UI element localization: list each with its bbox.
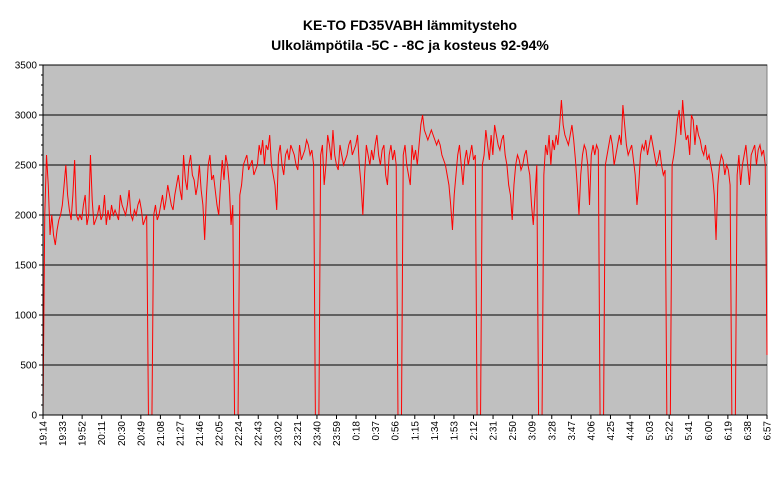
y-tick-label: 3000 (15, 111, 38, 122)
x-tick-label: 21:08 (156, 421, 167, 446)
y-tick-label: 1000 (15, 311, 38, 322)
gridlines (43, 64, 767, 366)
x-tick-label: 2:12 (469, 421, 480, 441)
y-tick-label: 500 (20, 361, 37, 372)
chart-subtitle: Ulkolämpötila -5C - -8C ja kosteus 92-94… (271, 37, 549, 53)
y-tick-label: 3500 (15, 61, 38, 72)
axes (42, 65, 767, 416)
x-tick-label: 21:27 (175, 421, 186, 446)
x-tick-label: 0:56 (391, 421, 402, 441)
x-tick-label: 22:24 (234, 421, 245, 446)
x-tick-label: 6:00 (704, 421, 715, 441)
x-tick-label: 1:15 (410, 421, 421, 441)
x-tick-label: 19:14 (39, 421, 50, 446)
x-tick-label: 2:50 (508, 421, 519, 441)
plot-area (42, 64, 768, 416)
x-tick-label: 6:19 (723, 421, 734, 441)
x-tick-label: 20:49 (136, 421, 147, 446)
series-layer (42, 99, 768, 416)
chart-title: KE-TO FD35VABH lämmitysteho (303, 17, 517, 33)
y-axis-ticks: 0 500 1000 1500 2000 2500 3000 3500 (15, 61, 43, 422)
y-tick-label: 2000 (15, 211, 38, 222)
x-tick-label: 3:28 (547, 421, 558, 441)
x-tick-label: 23:21 (293, 421, 304, 446)
x-tick-label: 23:59 (332, 421, 343, 446)
x-tick-label: 19:33 (58, 421, 69, 446)
x-tick-label: 22:43 (254, 421, 265, 446)
y-tick-label: 0 (31, 411, 37, 422)
x-tick-label: 5:03 (645, 421, 656, 441)
x-tick-label: 6:57 (763, 421, 774, 441)
x-tick-label: 23:40 (312, 421, 323, 446)
x-tick-label: 5:22 (665, 421, 676, 441)
x-tick-label: 6:38 (743, 421, 754, 441)
x-tick-label: 1:34 (430, 421, 441, 441)
x-tick-label: 19:52 (78, 421, 89, 446)
y-tick-label: 1500 (15, 261, 38, 272)
x-tick-label: 4:44 (626, 421, 637, 441)
series-line (42, 99, 768, 416)
x-axis-ticks: 19:14 19:33 19:52 20:11 20:30 20:49 21:08 21:27… (39, 415, 774, 446)
x-tick-label: 4:06 (586, 421, 597, 441)
x-tick-label: 1:53 (449, 421, 460, 441)
x-tick-label: 0:18 (352, 421, 363, 441)
y-tick-label: 2500 (15, 161, 38, 172)
x-tick-label: 23:02 (273, 421, 284, 446)
x-tick-label: 3:47 (567, 421, 578, 441)
x-tick-label: 2:31 (489, 421, 500, 441)
x-tick-label: 21:46 (195, 421, 206, 446)
x-tick-label: 20:11 (97, 421, 108, 446)
x-tick-label: 22:05 (215, 421, 226, 446)
x-tick-label: 20:30 (117, 421, 128, 446)
x-tick-label: 3:09 (528, 421, 539, 441)
x-tick-label: 0:37 (371, 421, 382, 441)
x-tick-label: 5:41 (684, 421, 695, 441)
x-tick-label: 4:25 (606, 421, 617, 441)
